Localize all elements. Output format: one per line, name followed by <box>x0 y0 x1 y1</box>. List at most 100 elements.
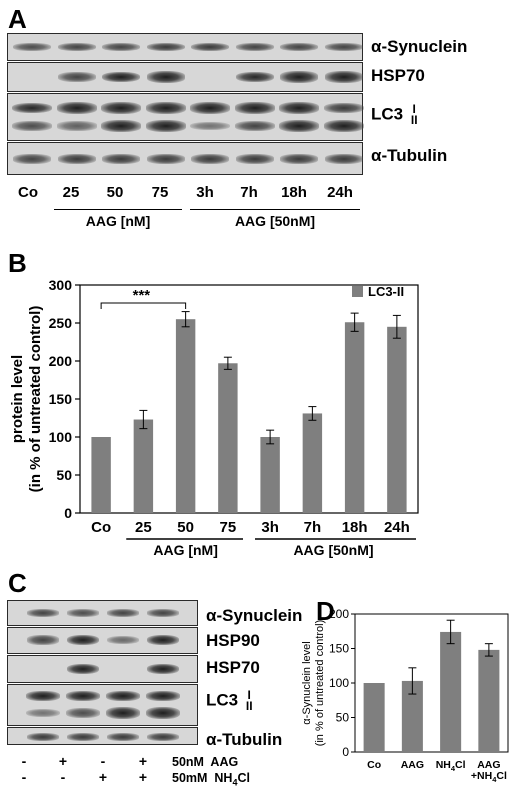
x-tick-label: 75 <box>220 519 237 536</box>
blot-label-tubulin-c: α-Tubulin <box>206 730 283 749</box>
y-tick-label: 300 <box>49 277 73 293</box>
blot-panel-c <box>7 600 198 782</box>
blot-strip-hsp90 <box>7 627 198 654</box>
blot-band <box>102 71 141 83</box>
y-tick-label: 150 <box>49 391 73 407</box>
blot-band <box>56 121 97 131</box>
blot-band <box>323 120 364 132</box>
x-tick-label: 24h <box>384 519 410 536</box>
nh4cl-sign: + <box>98 769 108 785</box>
x-tick-label: 25 <box>135 519 152 536</box>
nh4cl-sign: - <box>60 769 66 785</box>
blot-band <box>67 733 99 741</box>
blot-band <box>67 634 99 646</box>
blot-label-lc3-c: LC3 I II <box>206 689 253 713</box>
bar <box>218 363 238 513</box>
blot-band <box>235 71 274 83</box>
bar <box>344 322 365 513</box>
lc3-form-label: I II <box>245 689 253 713</box>
blot-band <box>146 691 180 701</box>
group-label-50nm: AAG [50nM] <box>234 213 316 229</box>
blot-strip-synuclein <box>7 33 363 61</box>
blot-band <box>324 154 363 164</box>
nh4cl-label-suffix: Cl <box>237 771 250 785</box>
blot-band <box>101 120 142 132</box>
y-tick-label: 200 <box>329 607 349 621</box>
group-underline-50nm <box>190 209 360 210</box>
y-tick-label: 100 <box>49 429 73 445</box>
blot-band <box>147 733 179 741</box>
y-axis-label: (in % of untreated control) <box>27 306 44 493</box>
x-tick-label: 3h <box>261 519 279 536</box>
y-tick-label: 0 <box>342 745 349 759</box>
aag-treatment-label: 50nM AAG <box>172 755 239 769</box>
panel-c-letter: C <box>8 568 27 598</box>
panel-d-letter: D <box>316 596 335 626</box>
blot-strip-hsp70 <box>7 62 363 92</box>
lane-label: 18h <box>281 184 307 201</box>
y-axis-label: protein level <box>9 355 26 443</box>
blot-band <box>279 102 320 114</box>
nh4cl-sign: - <box>21 769 27 785</box>
lc3-main-label: LC3 <box>371 104 404 124</box>
blot-strip-hsp70 <box>7 655 198 683</box>
x-tick-label: 50 <box>177 519 194 536</box>
bar <box>401 680 423 752</box>
blot-band <box>279 120 320 132</box>
blot-label-hsp70-c: HSP70 <box>206 658 260 677</box>
lc3-form-label: I II <box>411 102 418 126</box>
nh4cl-label-prefix: 50mM NH <box>172 771 233 785</box>
lc3-form-ii: II <box>245 699 253 713</box>
blot-label-synuclein-a: α-Synuclein <box>371 37 468 56</box>
blot-band <box>146 42 185 52</box>
lc3-form-i: I <box>412 102 416 116</box>
blot-band <box>235 42 274 52</box>
bar <box>387 326 407 513</box>
blot-band <box>191 42 230 52</box>
blot-label-lc3-a: LC3 I II <box>371 102 418 126</box>
x-tick-label: 7h <box>304 519 322 536</box>
lane-label: 25 <box>62 184 80 201</box>
blot-band <box>27 733 59 741</box>
blot-band <box>26 708 60 718</box>
blot-band <box>107 635 139 645</box>
bar <box>363 683 385 752</box>
blot-band <box>106 707 140 719</box>
bar <box>260 437 280 513</box>
legend-label: LC3-II <box>368 284 404 299</box>
blot-band <box>106 691 140 701</box>
y-axis-label: α-Synuclein level <box>301 641 313 724</box>
group-label-nm: AAG [nM] <box>85 213 151 229</box>
y-tick-label: 0 <box>64 505 72 521</box>
blot-band <box>280 154 319 164</box>
blot-label-synuclein-c: α-Synuclein <box>206 606 303 625</box>
y-axis-label: (in % of untreated control) <box>314 620 326 747</box>
bar <box>175 319 196 513</box>
nh4cl-label-sub: 4 <box>232 777 238 788</box>
y-tick-label: 200 <box>49 353 73 369</box>
group-label: AAG [50nM] <box>293 542 373 558</box>
blot-band <box>146 154 185 164</box>
blot-strip-synuclein <box>7 600 198 626</box>
aag-sign: + <box>58 753 68 769</box>
x-tick-label: AAG <box>477 759 500 771</box>
bar <box>302 413 323 513</box>
blot-band <box>56 102 97 114</box>
blot-strip-tubulin <box>7 727 198 745</box>
blot-band <box>27 635 59 645</box>
nh4cl-sign: + <box>138 769 148 785</box>
blot-band <box>147 634 179 646</box>
bar <box>91 437 111 513</box>
blot-label-hsp70-a: HSP70 <box>371 66 425 85</box>
blot-band <box>107 733 139 741</box>
blot-band <box>190 102 231 114</box>
blot-band <box>323 102 364 114</box>
blot-band <box>146 71 185 83</box>
lane-label: Co <box>18 184 38 201</box>
aag-sign: + <box>138 753 148 769</box>
panel-b-letter: B <box>8 248 27 278</box>
significance-bracket <box>100 302 187 309</box>
x-tick-label: NH4Cl <box>436 759 466 773</box>
bar <box>478 649 500 752</box>
